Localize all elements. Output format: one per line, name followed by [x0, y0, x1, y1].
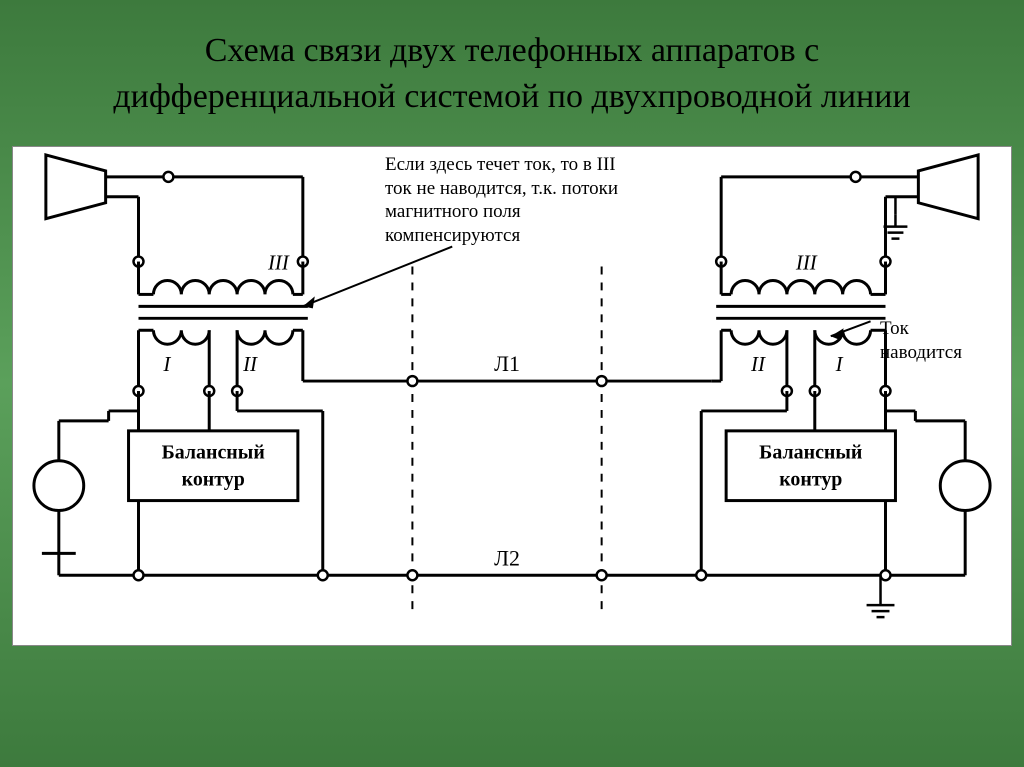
line-l2-label: Л2 [494, 545, 520, 570]
coil-i-left: I [162, 352, 171, 376]
annotation-right-l1: Ток [880, 318, 909, 339]
page-title: Схема связи двух телефонных аппаратов с … [0, 0, 1024, 140]
coil-ii-right: II [750, 352, 766, 376]
coil-iii-right: III [795, 250, 818, 274]
balance-label-right-2: контур [779, 468, 842, 490]
balance-label-right-1: Балансный [759, 442, 862, 464]
coil-ii-left: II [242, 352, 258, 376]
coil-iii-left: III [267, 250, 290, 274]
annotation-left: Если здесь течет ток, то в III ток не на… [385, 153, 620, 248]
balance-label-left-1: Балансный [162, 442, 265, 464]
circuit-diagram: Балансный контур Балансный контур Л1 Л2 … [12, 146, 1012, 646]
line-l1-label: Л1 [494, 351, 520, 376]
annotation-right-l2: наводится [880, 342, 962, 363]
annotation-right: Ток наводится [880, 317, 1000, 365]
balance-label-left-2: контур [182, 468, 245, 490]
coil-i-right: I [835, 352, 844, 376]
